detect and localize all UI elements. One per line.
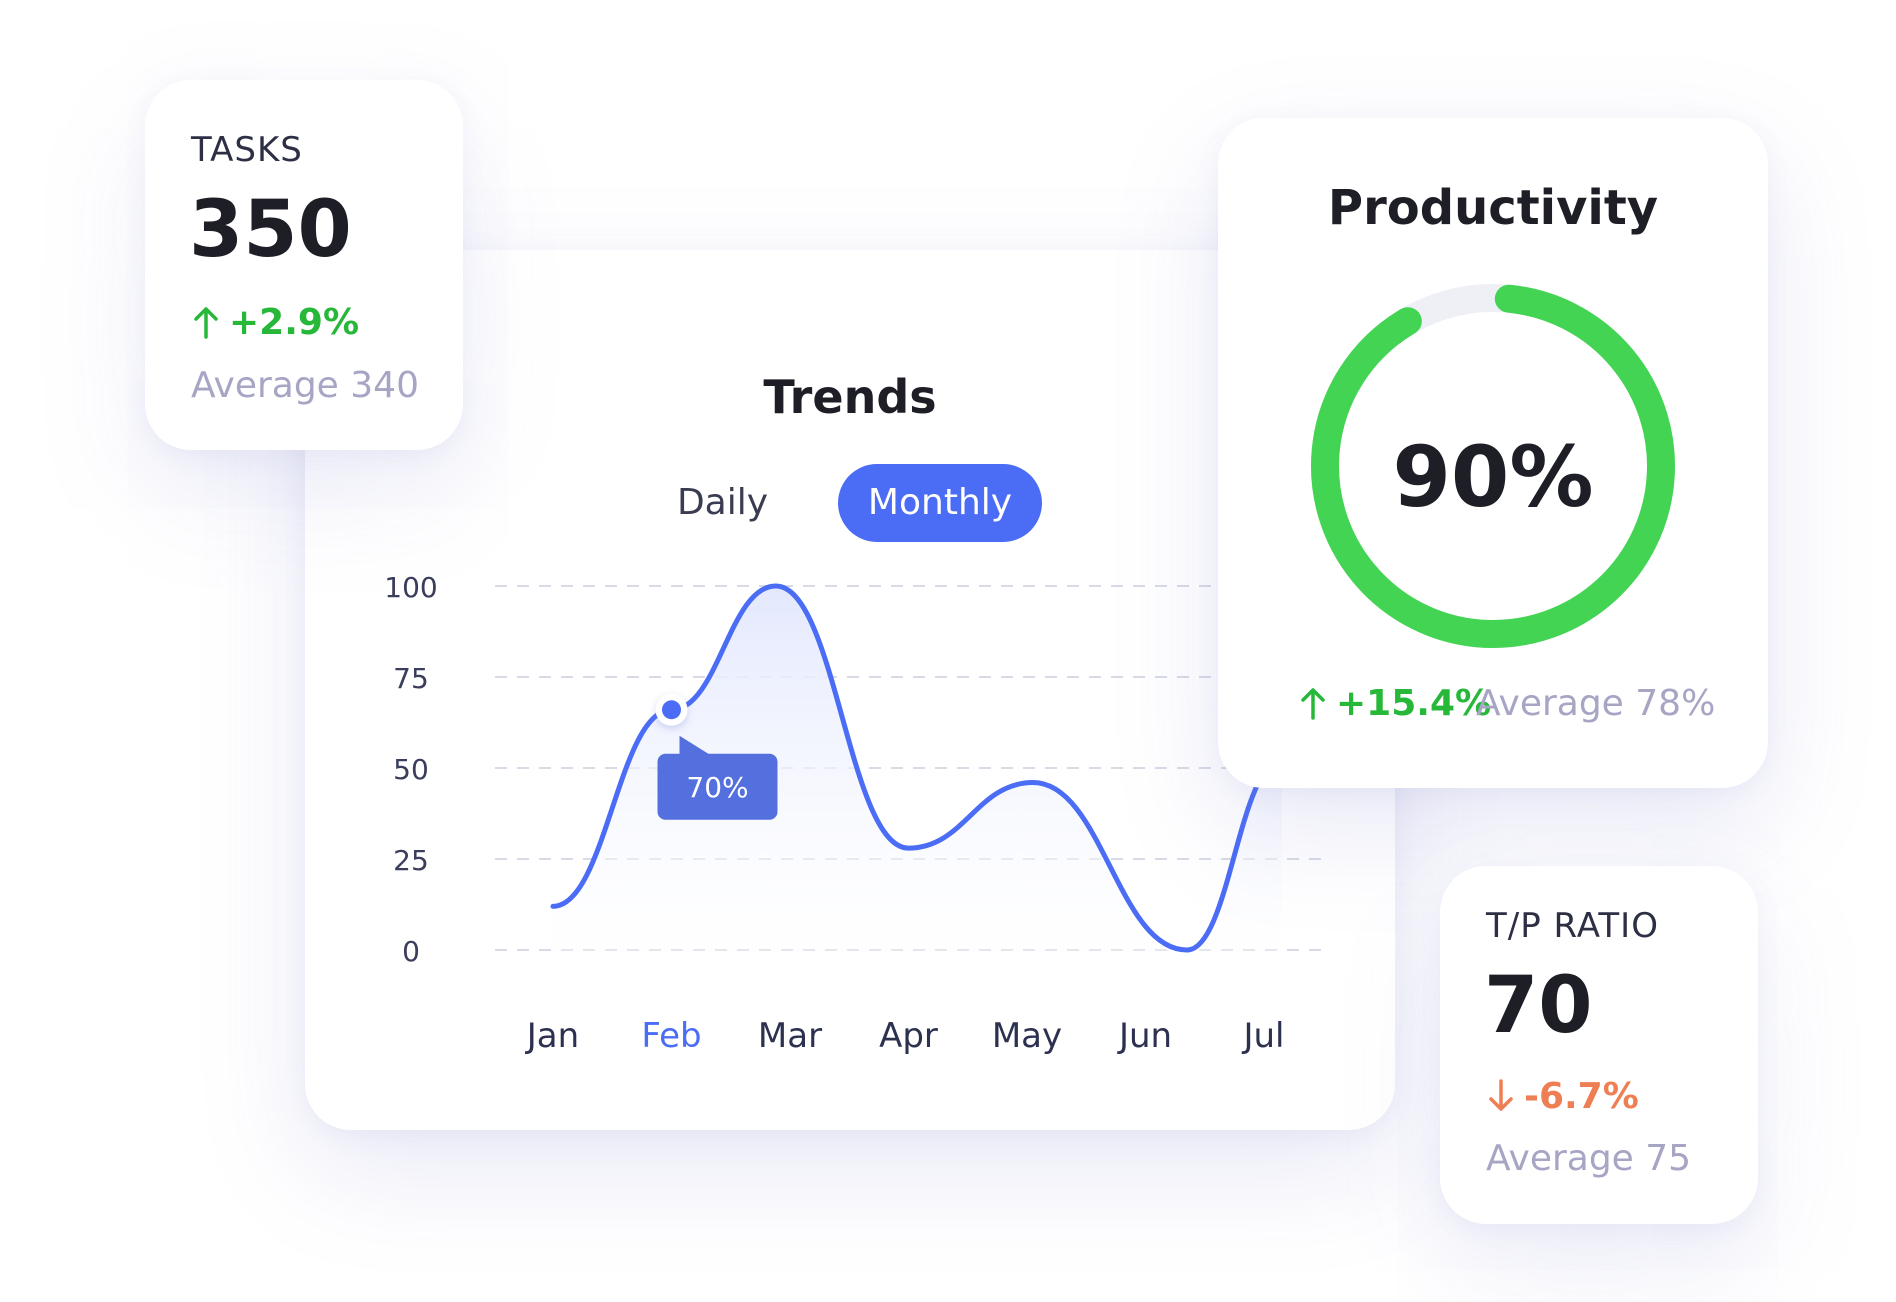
tasks-delta: +2.9% — [191, 302, 359, 343]
tp-ratio-card: T/P RATIO 70 -6.7% Average 75 — [1440, 866, 1758, 1224]
tp-ratio-label: T/P RATIO — [1486, 906, 1659, 946]
productivity-card: Productivity 90% +15.4% Average 78% — [1218, 118, 1768, 788]
tasks-delta-value: +2.9% — [229, 302, 360, 343]
data-point-marker[interactable] — [662, 700, 681, 720]
trend-chart: 0 25 50 75 100 70% Jan Feb Mar Apr May Jun Jul — [384, 571, 1325, 1056]
y-tick-label: 0 — [402, 935, 420, 968]
productivity-delta-value: +15.4% — [1336, 683, 1492, 724]
productivity-average: Average 78% — [1476, 683, 1716, 724]
productivity-delta: +15.4% — [1298, 683, 1491, 724]
y-tick-label: 25 — [393, 844, 429, 877]
trend-area-fill — [553, 586, 1282, 970]
arrow-down-icon — [1489, 1079, 1513, 1111]
trends-card: Trends Daily Monthly 0 25 50 75 100 70% Jan F… — [305, 250, 1395, 1130]
x-tick-label-jan[interactable]: Jan — [525, 1016, 579, 1056]
productivity-value: 90% — [1392, 428, 1594, 526]
productivity-gauge — [1311, 284, 1675, 648]
x-tick-label-jun[interactable]: Jun — [1117, 1016, 1172, 1056]
gauge-progress-arc — [1311, 284, 1675, 648]
y-tick-label: 50 — [393, 753, 429, 786]
tp-ratio-value: 70 — [1484, 961, 1593, 1051]
tasks-value: 350 — [189, 185, 352, 275]
x-tick-label-jul[interactable]: Jul — [1241, 1016, 1284, 1056]
monthly-toggle-button[interactable]: Monthly — [838, 464, 1042, 542]
tooltip-pointer — [679, 735, 712, 756]
x-tick-label-mar[interactable]: Mar — [758, 1016, 822, 1056]
y-tick-label: 100 — [384, 571, 437, 604]
x-tick-label-apr[interactable]: Apr — [879, 1016, 938, 1056]
tasks-average: Average 340 — [191, 365, 419, 406]
tp-ratio-average: Average 75 — [1486, 1138, 1692, 1179]
tp-ratio-delta-value: -6.7% — [1524, 1076, 1639, 1117]
y-tick-label: 75 — [393, 662, 429, 695]
arrow-up-icon — [1301, 688, 1325, 720]
tp-ratio-delta: -6.7% — [1486, 1076, 1639, 1117]
x-tick-label-feb[interactable]: Feb — [641, 1016, 701, 1056]
daily-toggle-button[interactable]: Daily — [676, 482, 769, 523]
productivity-title: Productivity — [1327, 180, 1659, 236]
trends-title: Trends — [763, 370, 937, 424]
tasks-card: TASKS 350 +2.9% Average 340 — [145, 80, 463, 450]
tooltip-value: 70% — [686, 771, 748, 804]
tasks-label: TASKS — [191, 130, 303, 170]
x-tick-label-may[interactable]: May — [992, 1016, 1062, 1056]
tooltip-box — [657, 753, 778, 820]
arrow-up-icon — [194, 307, 218, 339]
